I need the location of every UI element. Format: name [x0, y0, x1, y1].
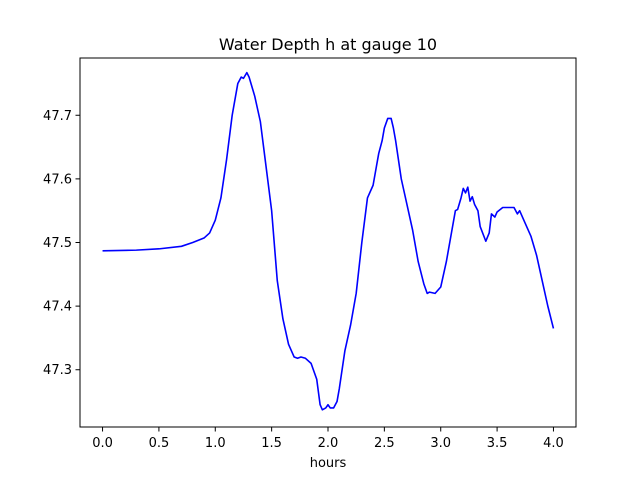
- x-tick-label: 2.0: [318, 436, 339, 451]
- x-tick-label: 2.5: [374, 436, 395, 451]
- y-tick-label: 47.7: [43, 109, 72, 124]
- y-tick-label: 47.5: [43, 236, 72, 251]
- y-tick-label: 47.3: [43, 363, 72, 378]
- y-tick-label: 47.4: [43, 300, 72, 315]
- series-layer: [102, 71, 555, 411]
- series-line: [102, 71, 555, 411]
- x-tick-label: 1.5: [261, 436, 282, 451]
- plot-frame: [79, 57, 577, 428]
- x-tick-label: 3.5: [487, 436, 508, 451]
- x-axis-ticks: 0.0 0.5 1.0 1.5 2.0 2.5 3.0 3.5 4.0: [92, 427, 564, 451]
- y-tick-label: 47.6: [43, 172, 72, 187]
- x-axis-label: hours: [310, 456, 347, 471]
- x-tick-label: 1.0: [205, 436, 226, 451]
- x-tick-label: 0.5: [149, 436, 170, 451]
- x-tick-label: 0.0: [92, 436, 113, 451]
- chart-title: Water Depth h at gauge 10: [219, 35, 437, 54]
- x-tick-label: 4.0: [543, 436, 564, 451]
- x-tick-label: 3.0: [430, 436, 451, 451]
- y-axis-ticks: 47.3 47.4 47.5 47.6 47.7: [43, 109, 80, 378]
